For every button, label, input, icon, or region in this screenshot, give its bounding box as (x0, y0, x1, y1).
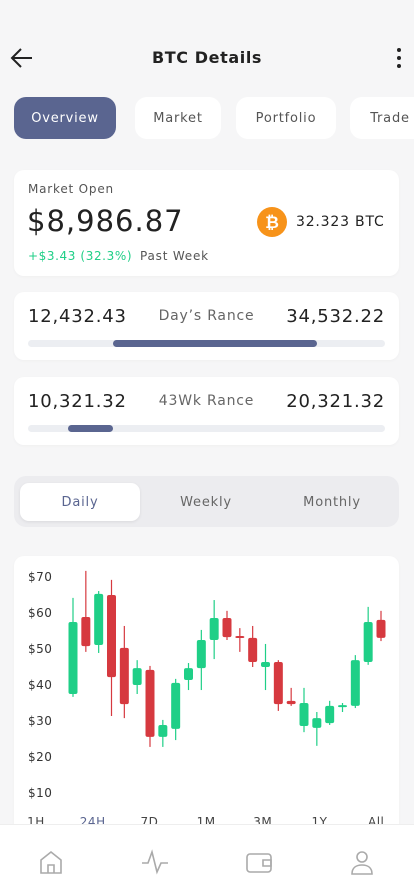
page-title: BTC Details (151, 48, 263, 67)
range-label: 43Wk Rance (158, 393, 255, 409)
candle-body (299, 703, 309, 727)
timeframe-button[interactable]: 7D (140, 815, 158, 826)
candle-body (376, 619, 386, 638)
home-icon[interactable] (38, 849, 64, 875)
market-card: Market Open $8,986.87 ₿ 32.323 BTC +$3.4… (14, 170, 399, 276)
market-label: Market Open (28, 182, 114, 196)
candle-body (158, 724, 168, 737)
y-tick-label: $70 (28, 570, 52, 584)
range-low: 10,321.32 (28, 391, 127, 412)
range-label: Day’s Rance (158, 308, 255, 324)
candle-body (171, 682, 181, 729)
tab[interactable]: Portfolio (236, 97, 336, 139)
timeframe-button[interactable]: 1M (197, 815, 216, 826)
candle-body (363, 622, 373, 662)
y-tick-label: $60 (28, 606, 52, 620)
candle-body (350, 660, 360, 706)
svg-text:₿: ₿ (265, 213, 279, 233)
y-tick-label: $40 (28, 678, 52, 692)
profile-icon[interactable] (350, 849, 374, 875)
range-high: 34,532.22 (286, 306, 385, 327)
more-button[interactable] (394, 46, 404, 70)
candle-body (184, 668, 193, 680)
candle-body (132, 668, 142, 685)
wallet-icon[interactable] (245, 850, 273, 874)
y-tick-label: $20 (28, 750, 52, 764)
timeframe-button[interactable]: 3M (253, 815, 272, 826)
period-tab[interactable]: Weekly (180, 494, 232, 510)
candle-body (119, 647, 129, 705)
candle-body (261, 661, 270, 667)
range-fill (113, 340, 317, 347)
timeframe-button[interactable]: All (368, 815, 384, 826)
candle-body (235, 636, 245, 639)
range-low: 12,432.43 (28, 306, 127, 327)
tab[interactable]: Overview (14, 97, 116, 139)
range-track (28, 425, 385, 432)
price-change: +$3.43 (32.3%) (28, 249, 133, 263)
period-tab[interactable]: Daily (20, 483, 140, 521)
y-tick-label: $50 (28, 642, 52, 656)
candle-body (312, 718, 322, 728)
candle-body (286, 700, 296, 705)
range-card: 10,321.32 43Wk Rance 20,321.32 (14, 377, 399, 445)
back-button[interactable] (10, 46, 36, 70)
candle-body (325, 705, 335, 724)
candle-body (209, 618, 219, 640)
candle-body (145, 669, 155, 737)
candle-body (107, 595, 116, 678)
period-tab[interactable]: Monthly (303, 494, 361, 510)
activity-icon[interactable] (141, 849, 169, 875)
candle-body (196, 640, 206, 669)
chart-card (14, 556, 399, 856)
candle-body (68, 622, 78, 694)
timeframe-button[interactable]: 1H (27, 815, 45, 826)
range-fill (68, 425, 113, 432)
y-tick-label: $10 (28, 786, 52, 800)
candle-body (94, 593, 104, 646)
range-track (28, 340, 385, 347)
y-tick-label: $30 (28, 714, 52, 728)
candlestick-chart: $70 $60 $50 $40 $30 $20 $10 1H 24H 7D 1M 3M 1Y All (27, 570, 386, 826)
candle-body (248, 637, 258, 662)
tab[interactable]: Trade (350, 97, 414, 139)
bottom-nav (0, 824, 414, 896)
range-card: 12,432.43 Day’s Rance 34,532.22 (14, 292, 399, 360)
timeframe-button[interactable]: 1Y (312, 815, 328, 826)
candle-body (81, 616, 91, 647)
btc-amount: 32.323 BTC (296, 214, 385, 230)
candle-body (273, 661, 283, 705)
range-high: 20,321.32 (286, 391, 385, 412)
bitcoin-icon: ₿ (257, 207, 287, 237)
candle-body (338, 705, 347, 708)
tab[interactable]: Market (135, 97, 221, 139)
change-period: Past Week (140, 249, 209, 263)
timeframe-button[interactable]: 24H (80, 815, 106, 826)
candle-body (222, 618, 232, 638)
price: $8,986.87 (27, 204, 184, 238)
